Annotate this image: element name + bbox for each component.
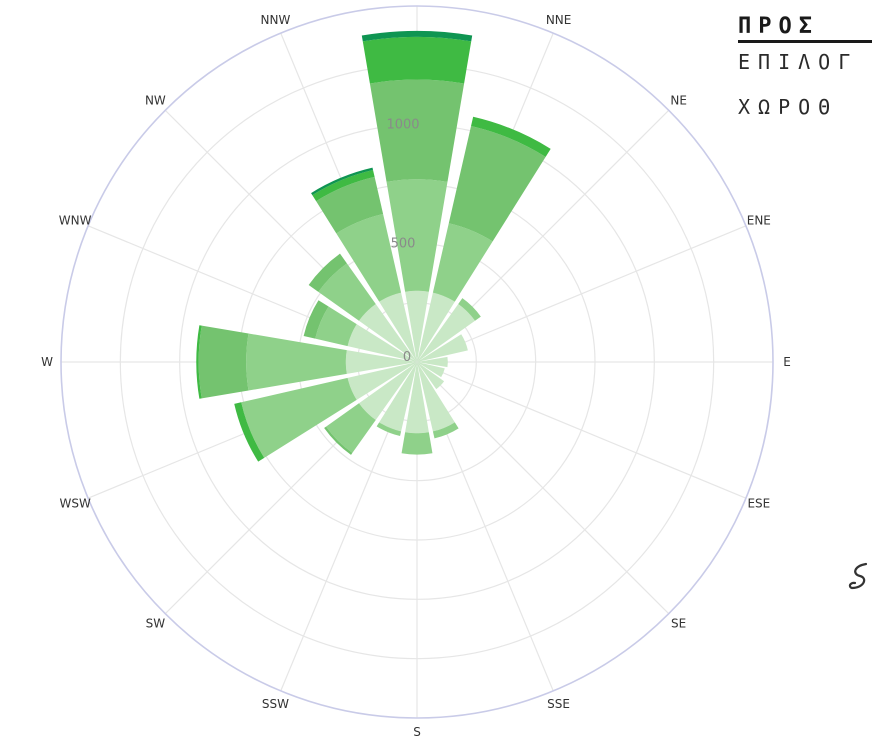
wind-bar-ene: [417, 334, 468, 362]
bar-segment: [401, 432, 433, 455]
bar-segment: [417, 362, 445, 390]
wind-bar-nne: [417, 116, 551, 362]
wind-bar-sw: [324, 362, 417, 455]
bar-segment: [241, 377, 357, 458]
handwritten-mark: [848, 562, 868, 590]
side-line-2: ΧΩΡΟΘ: [738, 95, 839, 119]
bar-segment: [303, 300, 329, 339]
bar-segment: [417, 334, 468, 362]
direction-label-nnw: NNW: [260, 13, 290, 27]
bar-segment: [376, 422, 402, 437]
bar-segment: [308, 253, 347, 292]
direction-label-ssw: SSW: [262, 697, 289, 711]
grid-spoke: [416, 361, 747, 499]
wind-bar-ese: [417, 362, 445, 378]
bar-segment: [234, 402, 265, 462]
bar-segment: [316, 176, 384, 234]
bar-segment: [386, 179, 448, 292]
bar-segment: [358, 303, 417, 362]
bar-segment: [405, 362, 429, 434]
bar-segment: [417, 292, 455, 362]
bar-segment: [471, 116, 551, 157]
direction-label-sse: SSE: [547, 697, 570, 711]
direction-label-s: S: [413, 725, 421, 739]
bar-segment: [369, 79, 465, 182]
bar-segment: [417, 362, 445, 378]
bar-segment: [246, 333, 347, 391]
direction-label-nne: NNE: [546, 13, 572, 27]
tick-label-500: 500: [391, 236, 416, 251]
outer-circle: [60, 5, 774, 719]
direction-label-ne: NE: [670, 93, 687, 107]
grid-spoke: [416, 225, 747, 363]
direction-label-e: E: [783, 355, 791, 369]
bar-segment: [432, 422, 459, 439]
wind-bar-ssw: [376, 362, 417, 437]
direction-label-w: W: [41, 355, 53, 369]
bar-segment: [311, 167, 374, 196]
wind-bar-se: [417, 362, 445, 390]
tick-label-1000: 1000: [386, 118, 419, 133]
bar-segment: [318, 263, 376, 321]
bar-segment: [315, 306, 357, 347]
bar-segment: [324, 426, 353, 455]
bar-segment: [417, 303, 476, 362]
bar-segment: [448, 126, 546, 242]
bar-segment: [361, 30, 473, 42]
wind-bar-nnw: [311, 167, 417, 362]
bar-segment: [379, 292, 417, 362]
tick-label-0: 0: [403, 350, 411, 365]
title-underline: [738, 40, 872, 43]
bar-segment: [347, 362, 417, 400]
bar-segment: [336, 213, 402, 302]
side-title: ΠΡΟΣ: [738, 14, 819, 39]
direction-label-ese: ESE: [747, 497, 770, 511]
bar-segment: [417, 362, 455, 432]
wind-bar-ne: [417, 298, 481, 362]
bar-segment: [432, 223, 493, 302]
grid-spoke: [416, 361, 670, 615]
bar-segment: [405, 290, 429, 362]
wind-bar-sse: [417, 362, 459, 439]
direction-label-wnw: WNW: [59, 213, 92, 227]
bar-segment: [362, 36, 472, 84]
wind-bar-wnw: [303, 300, 417, 362]
direction-labels: NNE NE ENE E ESE SE SSE S SSW SW WSW W WNW NW NNW: [41, 13, 791, 739]
wind-bar-nw: [308, 253, 417, 362]
direction-label-sw: SW: [146, 617, 166, 631]
bar-segment: [417, 356, 448, 368]
bar-segment: [326, 403, 376, 453]
direction-label-ene: ENE: [747, 213, 771, 227]
wind-bars: [196, 30, 551, 462]
bar-segment: [345, 350, 417, 374]
wind-bar-n: [361, 30, 473, 362]
bar-segment: [458, 298, 481, 321]
wind-bar-w: [196, 325, 417, 399]
bar-segment: [358, 362, 417, 421]
bar-segment: [312, 169, 375, 202]
direction-label-se: SE: [671, 617, 686, 631]
side-line-1: ΕΠΙΛΟΓ: [738, 50, 859, 74]
direction-label-wsw: WSW: [59, 497, 90, 511]
direction-label-nw: NW: [145, 93, 166, 107]
wind-bar-wsw: [234, 362, 417, 462]
wind-bar-s: [401, 362, 433, 455]
bar-segment: [379, 362, 417, 432]
radial-tick-labels: 0 500 1000: [386, 118, 419, 365]
wind-bar-e: [417, 356, 448, 368]
bar-segment: [198, 325, 249, 399]
bar-segment: [196, 325, 202, 399]
bar-segment: [347, 324, 417, 362]
